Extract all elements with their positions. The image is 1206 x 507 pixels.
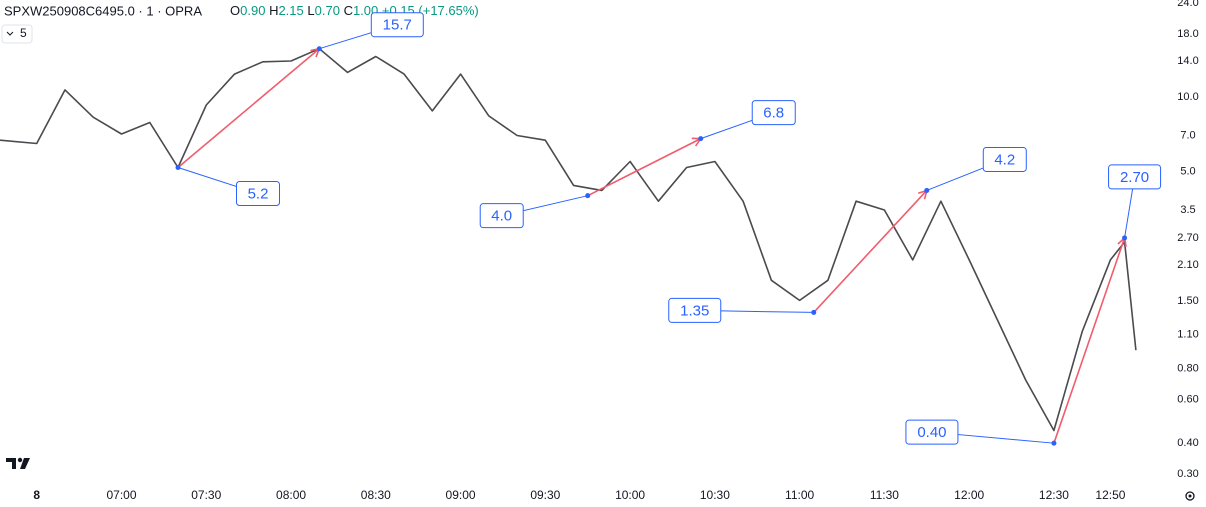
point-marker xyxy=(585,193,591,199)
y-tick-label: 2.70 xyxy=(1177,232,1198,244)
settings-icon[interactable] xyxy=(1185,491,1195,501)
y-tick-label: 0.40 xyxy=(1177,437,1198,449)
interval-text: 5 xyxy=(20,26,27,40)
callout-label: 4.0 xyxy=(491,208,512,225)
callout-label: 6.8 xyxy=(763,105,784,122)
callout-box xyxy=(751,100,796,126)
y-tick-label: 2.10 xyxy=(1177,259,1198,271)
y-tick-label: 0.30 xyxy=(1177,468,1198,480)
y-tick-label: 0.60 xyxy=(1177,394,1198,406)
callout-label: 5.2 xyxy=(248,185,269,202)
header: SPXW250908C6495.0 · 1 · OPRA O0.90 H2.15… xyxy=(4,3,479,18)
callout-box xyxy=(1108,164,1162,190)
ohlc-value: 0.90 xyxy=(240,3,265,18)
y-tick-label: 0.80 xyxy=(1177,363,1198,375)
point-marker xyxy=(811,309,817,315)
x-tick-label: 09:30 xyxy=(530,488,560,502)
symbol-title: SPXW250908C6495.0 · 1 · OPRA xyxy=(4,3,202,18)
chevron-icon xyxy=(6,31,14,36)
x-tick-label: 8 xyxy=(33,488,40,502)
callout-box xyxy=(479,203,524,229)
price-line xyxy=(0,47,1137,432)
move-arrow xyxy=(813,189,928,313)
ohlc-key: H xyxy=(269,3,278,18)
callout-label: 0.40 xyxy=(917,424,946,441)
x-tick-label: 09:00 xyxy=(446,488,476,502)
y-tick-label: 1.10 xyxy=(1177,328,1198,340)
y-tick-label: 5.0 xyxy=(1180,166,1195,178)
callout-box xyxy=(905,419,959,445)
x-tick-label: 07:00 xyxy=(106,488,136,502)
move-arrow xyxy=(177,48,320,169)
interval-button[interactable] xyxy=(1,24,33,44)
x-tick-label: 07:30 xyxy=(191,488,221,502)
ohlc-value: 2.15 xyxy=(278,3,303,18)
move-arrow xyxy=(1053,237,1126,444)
x-tick-label: 08:00 xyxy=(276,488,306,502)
ohlc-line: O0.90 H2.15 L0.70 C1.00 +0.15 (+17.65%) xyxy=(230,3,479,18)
y-tick-label: 10.0 xyxy=(1177,91,1198,103)
x-tick-label: 11:30 xyxy=(870,488,899,502)
y-tick-label: 3.5 xyxy=(1180,204,1195,216)
callout-label: 2.70 xyxy=(1120,169,1149,186)
tv-logo xyxy=(6,457,30,469)
ohlc-value: 0.70 xyxy=(315,3,340,18)
callout-label: 15.7 xyxy=(383,17,412,34)
ohlc-key: O xyxy=(230,3,240,18)
point-marker xyxy=(698,136,704,142)
y-tick-label: 24.0 xyxy=(1177,0,1198,9)
y-tick-label: 7.0 xyxy=(1180,129,1195,141)
callout-box xyxy=(982,146,1027,172)
callout-box xyxy=(370,12,424,38)
y-tick-label: 18.0 xyxy=(1177,28,1198,40)
x-tick-label: 08:30 xyxy=(361,488,391,502)
point-marker xyxy=(1122,235,1128,241)
y-tick-label: 14.0 xyxy=(1177,55,1198,67)
callout-box xyxy=(236,180,281,206)
move-arrow xyxy=(587,137,702,197)
point-marker xyxy=(924,187,930,193)
x-tick-label: 10:30 xyxy=(700,488,730,502)
point-marker xyxy=(1051,440,1057,446)
callout-box xyxy=(668,297,722,323)
x-tick-label: 12:30 xyxy=(1039,488,1069,502)
x-tick-label: 12:50 xyxy=(1095,488,1125,502)
point-marker xyxy=(316,46,322,52)
x-tick-label: 12:00 xyxy=(954,488,984,502)
ohlc-key: L xyxy=(307,3,314,18)
x-tick-label: 11:00 xyxy=(785,488,814,502)
ohlc-key: C xyxy=(344,3,353,18)
callout-label: 1.35 xyxy=(680,302,709,319)
y-tick-label: 1.50 xyxy=(1177,295,1198,307)
callout-label: 4.2 xyxy=(994,151,1015,168)
x-tick-label: 10:00 xyxy=(615,488,645,502)
point-marker xyxy=(175,164,181,170)
